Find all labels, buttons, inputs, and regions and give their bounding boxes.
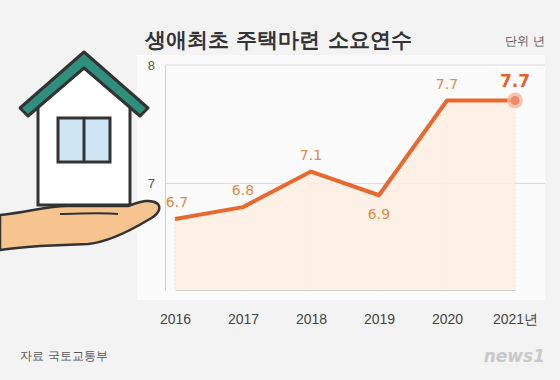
y-tick: 8 (148, 58, 165, 73)
background (0, 0, 560, 380)
hand (0, 201, 159, 250)
unit-label: 단위 년 (505, 34, 545, 48)
x-tick: 2018 (296, 290, 327, 327)
house-roof (20, 52, 148, 116)
x-tick-label: 2021년 (493, 311, 538, 327)
title: 생애최초 주택마련 소요연수 (144, 28, 412, 52)
x-axis: 2016 2017 2018 2019 2020 2021년 (160, 290, 538, 327)
house-icon (0, 52, 159, 250)
x-tick: 2020 (432, 290, 463, 327)
line (175, 101, 515, 219)
hand-thumb (60, 212, 118, 215)
x-axis-line (176, 290, 516, 291)
y-axis: 78 (148, 58, 166, 291)
y-axis-line (165, 66, 166, 291)
x-tick-label: 2016 (160, 311, 191, 327)
x-tick: 2019 (364, 290, 395, 327)
credit: news1 (484, 346, 545, 366)
y-tick-label: 8 (148, 58, 155, 73)
source: 자료 국토교통부 (20, 349, 108, 363)
grid-line (165, 65, 545, 66)
x-tick: 2017 (228, 290, 259, 327)
x-tick: 2016 (160, 290, 191, 327)
data-label: 6.8 (232, 182, 254, 198)
x-tick-label: 2019 (364, 311, 395, 327)
house-window-bar (83, 118, 86, 162)
data-labels: 6.7 6.8 7.1 6.9 7.7 7.7 (166, 71, 530, 223)
highlight-halo (507, 93, 523, 109)
plot-panel (137, 55, 545, 300)
point (511, 96, 520, 105)
data-label: 7.7 (500, 71, 530, 91)
x-tick: 2021년 (493, 290, 538, 327)
house-window (58, 118, 110, 162)
y-tick-label: 7 (148, 176, 155, 191)
area (175, 101, 515, 290)
data-label: 7.1 (300, 147, 322, 163)
data-label: 6.7 (166, 194, 188, 210)
x-tick-label: 2018 (296, 311, 327, 327)
y-tick: 7 (148, 176, 165, 191)
chart-svg: 78201620172018201920202021년6.76.87.16.97… (0, 0, 560, 380)
data-label: 6.9 (368, 206, 390, 222)
x-tick-label: 2020 (432, 311, 463, 327)
x-tick-label: 2017 (228, 311, 259, 327)
data-label: 7.7 (436, 76, 458, 92)
chart-root: 78201620172018201920202021년6.76.87.16.97… (0, 0, 560, 380)
marks (175, 93, 523, 290)
